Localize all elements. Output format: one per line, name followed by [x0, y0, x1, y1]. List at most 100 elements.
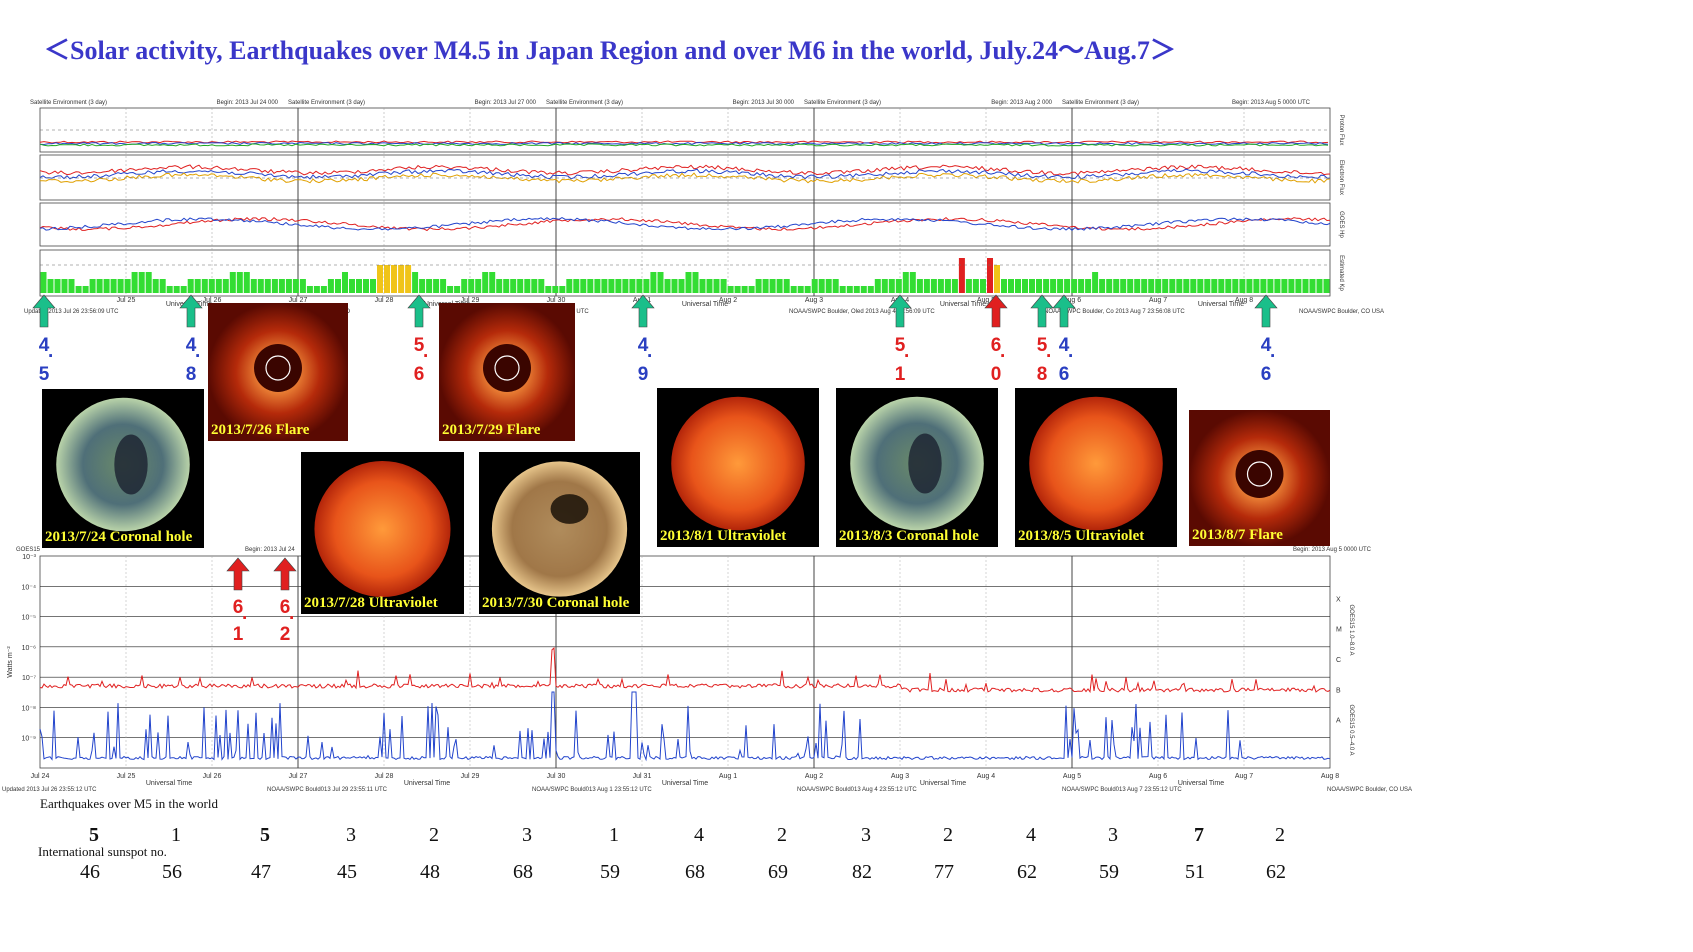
quake-magnitude-dot: .: [1270, 341, 1275, 362]
panel-header-right: Begin: 2013 Jul 27 000: [475, 100, 537, 106]
day-tick-label: Aug 3: [805, 297, 823, 304]
kp-bar: [1309, 279, 1316, 293]
kp-bar: [888, 279, 895, 293]
kp-bar: [594, 279, 601, 293]
kp-bar: [643, 279, 650, 293]
kp-bar: [902, 272, 909, 293]
kp-bar: [208, 279, 215, 293]
quake-magnitude-dot: .: [1068, 341, 1073, 362]
kp-bar: [1302, 279, 1309, 293]
panel-frame: [39, 202, 1331, 247]
kp-bar: [377, 265, 383, 293]
row-label-sunspots: International sunspot no.: [38, 844, 167, 859]
quake-count: 7: [1194, 824, 1204, 846]
day-tick-label: Aug 3: [891, 773, 909, 780]
quake-arrow: [1254, 294, 1278, 328]
goes-hp-line: [39, 217, 1331, 231]
arrow-shape: [888, 294, 912, 328]
kp-bar: [384, 265, 390, 293]
electron-flux-line: [39, 164, 1331, 176]
day-tick-label: Aug 8: [1321, 773, 1339, 780]
quake-magnitude-dot: .: [1000, 341, 1005, 362]
day-tick-label: Aug 7: [1149, 297, 1167, 304]
day-tick-label: Aug 5: [1063, 773, 1081, 780]
kp-bar: [1211, 279, 1218, 293]
kp-bar: [370, 279, 376, 293]
solar-limb-circle: [494, 355, 520, 381]
kp-bar: [1050, 279, 1057, 293]
arrow-shape: [1052, 294, 1076, 328]
kp-bar: [138, 272, 145, 293]
day-tick-label: Jul 26: [203, 773, 222, 780]
kp-bar: [110, 279, 117, 293]
kp-bar: [1253, 279, 1260, 293]
kp-bar: [923, 279, 930, 293]
panel-header-right: Begin: 2013 Aug 5 0000 UTC: [1232, 100, 1311, 106]
xray-frame: [39, 555, 1331, 769]
day-tick-label: Jul 31: [633, 773, 652, 780]
flare-class-label: X: [1336, 596, 1341, 603]
sunspot-number: 45: [337, 861, 357, 883]
sun-disk: [1029, 396, 1163, 531]
panel-header-left: Satellite Environment (3 day): [30, 100, 107, 106]
kp-bar: [980, 279, 986, 293]
kp-bar: [1323, 279, 1330, 293]
quake-count: 3: [861, 824, 871, 846]
day-tick-label: Jul 27: [289, 297, 308, 304]
arrow-shape: [32, 294, 56, 328]
quake-magnitude-dec: 5: [39, 364, 50, 385]
electron-flux-line: [39, 172, 1331, 184]
panel-header-left: Satellite Environment (3 day): [288, 100, 365, 106]
quake-magnitude-dec: 1: [233, 624, 244, 645]
xray-short-flux: [39, 691, 1331, 762]
flare-class-label: C: [1336, 657, 1341, 664]
axis-label: Universal Time: [146, 780, 192, 787]
kp-bar: [1281, 279, 1288, 293]
image-caption: 2013/8/3 Coronal hole: [839, 528, 979, 544]
solar-limb-circle: [265, 355, 291, 381]
sunspot-number: 51: [1185, 861, 1205, 883]
quake-magnitude-dot: .: [195, 341, 200, 362]
kp-bar: [1267, 279, 1274, 293]
xray-footer: NOAA/SWPC Bould013 Jul 29 23:55:11 UTC: [267, 787, 388, 793]
panel-right-label: Electron Flux: [1338, 160, 1344, 195]
arrow-shape: [226, 557, 250, 591]
quake-count: 2: [943, 824, 953, 846]
quake-magnitude-int: 4: [186, 335, 197, 356]
quake-magnitude-dec: 6: [1059, 364, 1070, 385]
y-tick-label: 10⁻⁹: [22, 736, 36, 743]
quake-count: 1: [171, 824, 181, 846]
kp-bar: [201, 279, 208, 293]
kp-bar: [68, 279, 75, 293]
satellite-environment-panel: Satellite Environment (3 day) Begin: 2013…: [24, 100, 1384, 315]
kp-bar: [552, 286, 559, 293]
kp-bar: [433, 279, 440, 293]
quake-magnitude-int: 4: [39, 335, 50, 356]
sun-disk: [671, 396, 805, 531]
kp-bar: [531, 279, 538, 293]
series-label-red: GOES15 1.0–8.0 A: [1348, 604, 1354, 655]
kp-bar: [671, 279, 678, 293]
kp-bar: [783, 279, 790, 293]
kp-bar: [61, 279, 68, 293]
xray-footer: NOAA/SWPC Boulder, CO USA: [1327, 787, 1412, 793]
day-tick-label: Jul 29: [461, 297, 480, 304]
kp-bar: [853, 286, 860, 293]
kp-bar: [271, 279, 278, 293]
quake-arrow: [888, 294, 912, 328]
sunspot-number: 68: [513, 861, 533, 883]
kp-bar: [776, 279, 783, 293]
quake-magnitude-dec: 8: [1037, 364, 1048, 385]
kp-bar: [313, 286, 320, 293]
day-tick-label: Jul 25: [117, 773, 136, 780]
kp-bar: [727, 286, 734, 293]
kp-bar: [944, 279, 951, 293]
quake-magnitude-dot: .: [289, 603, 294, 624]
image-caption: 2013/7/26 Flare: [211, 422, 310, 438]
kp-bar: [825, 279, 832, 293]
xray-header-right: Begin: 2013 Aug 5 0000 UTC: [1293, 547, 1372, 553]
sunspot-number: 62: [1017, 861, 1037, 883]
arrow-shape: [407, 294, 431, 328]
day-tick-label: Aug 2: [719, 297, 737, 304]
